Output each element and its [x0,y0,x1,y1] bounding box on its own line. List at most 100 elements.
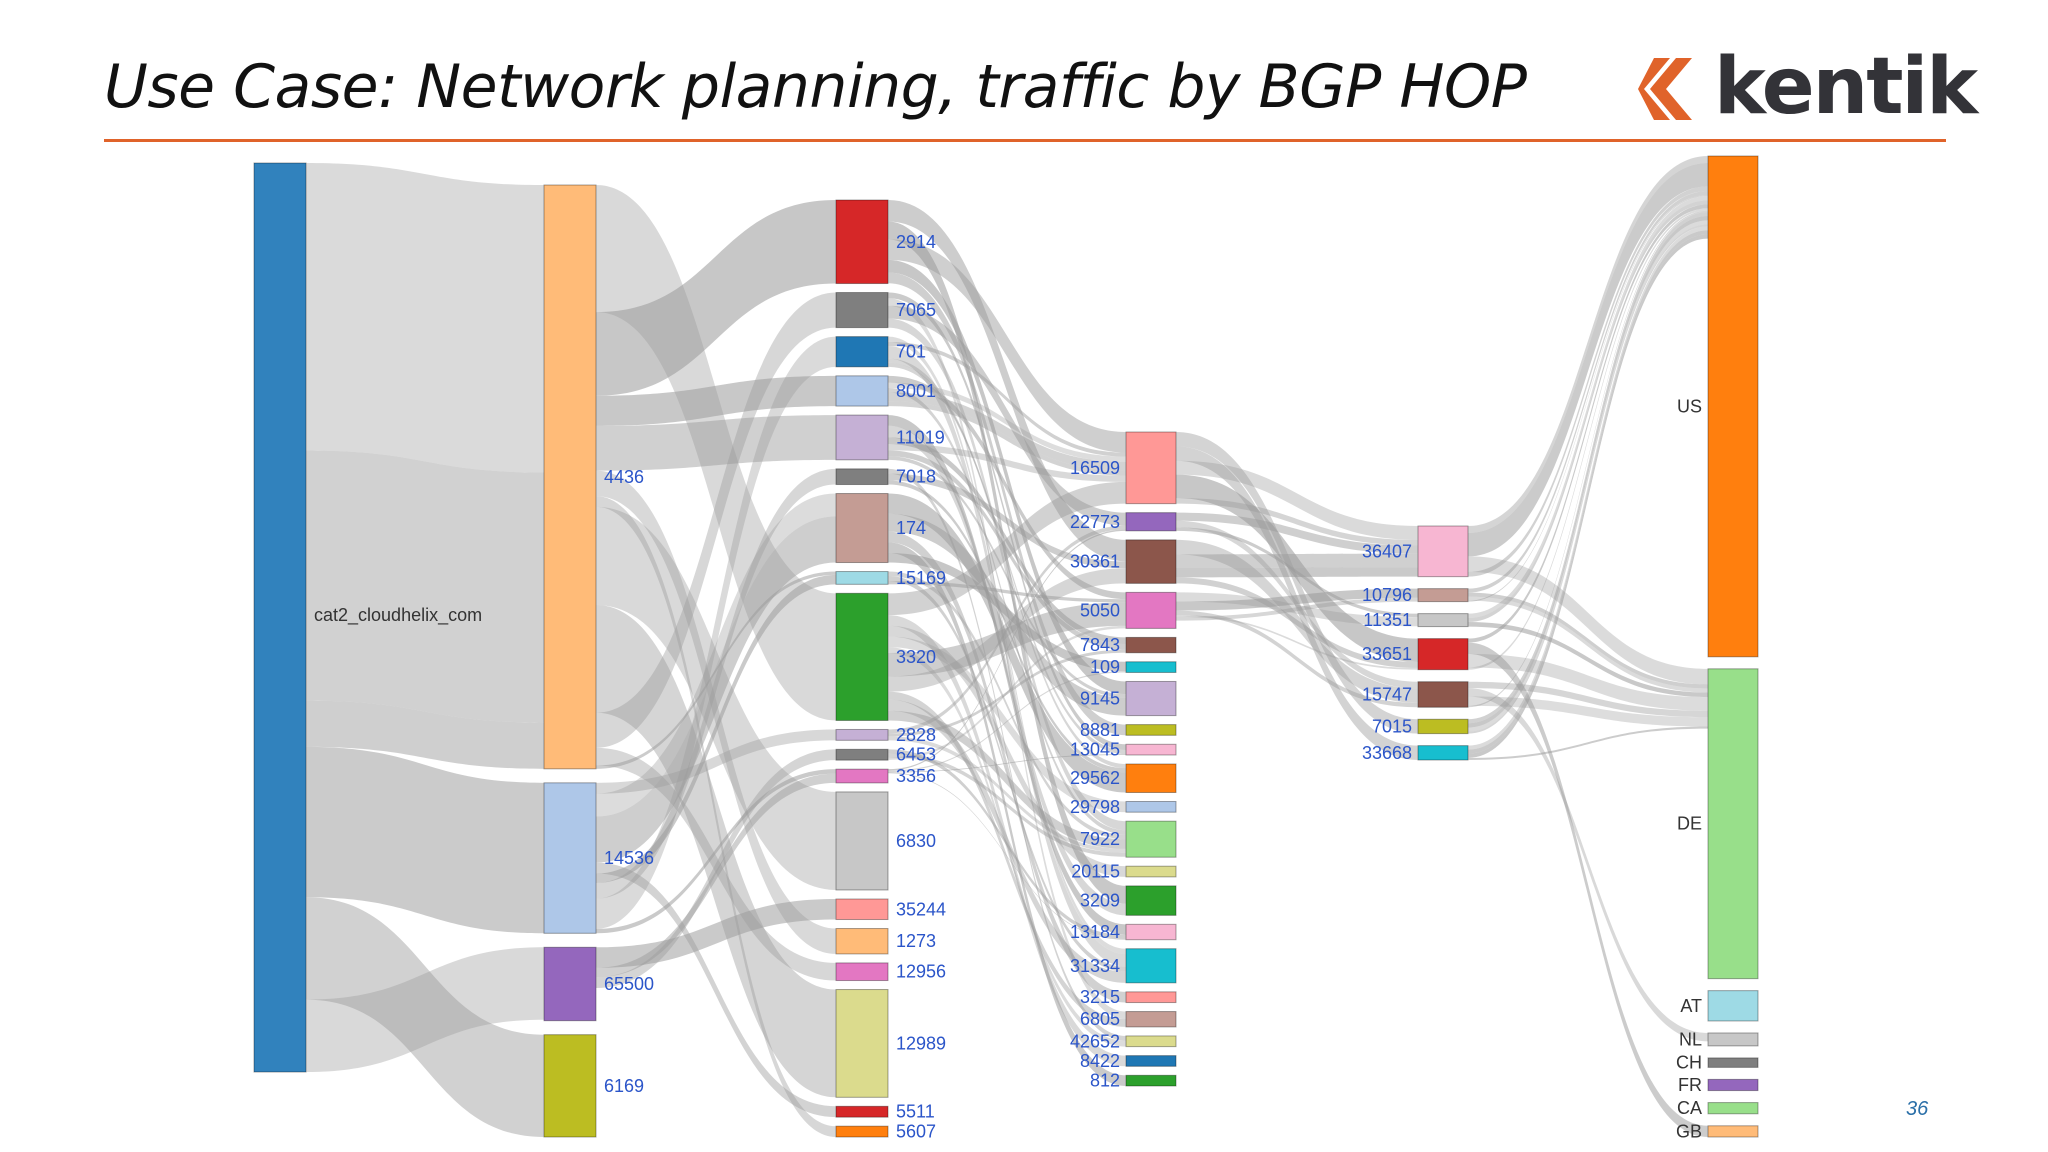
link-4-3-0 [1468,204,1708,643]
link-3-2-0 [1176,553,1418,569]
link-3-2-0 [1176,567,1418,578]
link-4-0-1 [1468,556,1708,685]
node-7015[interactable] [1417,718,1469,735]
node-9145[interactable] [1125,680,1177,717]
node-10796[interactable] [1417,588,1469,603]
node-7922[interactable] [1125,820,1177,858]
node-label-FR: FR [1678,1075,1702,1095]
node-16509[interactable] [1125,431,1177,505]
node-15747[interactable] [1417,681,1469,708]
node-174[interactable] [835,493,889,564]
node-20115[interactable] [1125,865,1177,878]
node-DE[interactable] [1707,668,1759,980]
node-14536[interactable] [543,782,597,934]
node-701[interactable] [835,336,889,368]
link-1-0-1 [596,292,836,748]
node-CH[interactable] [1707,1057,1759,1068]
link-2-0-2 [888,200,1126,562]
node-6453[interactable] [835,748,889,761]
link-1-1-9 [596,729,836,794]
node-30361[interactable] [1125,539,1177,584]
node-4436[interactable] [543,184,597,770]
link-2-8-17 [888,691,1126,1027]
node-11019[interactable] [835,414,889,461]
node-7065[interactable] [835,292,889,329]
node-label-35244: 35244 [896,899,946,919]
node-35244[interactable] [835,898,889,921]
node-22773[interactable] [1125,512,1177,532]
link-4-5-0 [1468,224,1708,734]
node-6830[interactable] [835,791,889,891]
node-6805[interactable] [1125,1011,1177,1028]
node-CA[interactable] [1707,1102,1759,1115]
link-2-8-19 [888,615,1126,1067]
node-label-15747: 15747 [1362,684,1412,704]
link-1-0-4 [596,415,836,471]
link-2-5-2 [888,473,1126,569]
node-812[interactable] [1125,1074,1177,1087]
link-3-2-3 [1176,577,1418,668]
node-29798[interactable] [1125,800,1177,813]
node-5607[interactable] [835,1125,889,1138]
link-0-0-2 [306,947,544,1072]
node-3356[interactable] [835,768,889,784]
node-1273[interactable] [835,928,889,955]
node-5511[interactable] [835,1105,889,1118]
link-2-1-1 [888,305,1126,526]
node-label-33668: 33668 [1362,743,1412,763]
node-NL[interactable] [1707,1032,1759,1047]
node-12989[interactable] [835,989,889,1098]
node-5050[interactable] [1125,591,1177,629]
node-label-7018: 7018 [896,467,936,487]
node-AT[interactable] [1707,990,1759,1022]
node-7018[interactable] [835,468,889,486]
node-6169[interactable] [543,1034,597,1138]
node-label-4436: 4436 [604,467,644,487]
node-33668[interactable] [1417,745,1469,761]
node-8001[interactable] [835,375,889,407]
node-15169[interactable] [835,571,889,585]
link-2-2-9 [888,358,1126,769]
link-3-1-0 [1176,512,1418,554]
link-4-3-7 [1468,642,1708,1137]
node-65500[interactable] [543,946,597,1022]
link-1-0-7 [596,571,836,769]
node-2914[interactable] [835,199,889,285]
node-36407[interactable] [1417,525,1469,578]
link-4-2-0 [1468,195,1708,618]
node-8422[interactable] [1125,1055,1177,1067]
node-2828[interactable] [835,728,889,741]
node-11351[interactable] [1417,613,1469,628]
node-label-5607: 5607 [896,1122,936,1142]
node-label-22773: 22773 [1070,512,1120,532]
node-cat2_cloudhelix_com[interactable] [253,162,307,1073]
node-13184[interactable] [1125,923,1177,941]
node-3215[interactable] [1125,991,1177,1004]
node-3320[interactable] [835,592,889,721]
node-12956[interactable] [835,962,889,982]
node-label-7015: 7015 [1372,716,1412,736]
node-3209[interactable] [1125,885,1177,916]
node-33651[interactable] [1417,638,1469,671]
node-13045[interactable] [1125,743,1177,756]
node-label-16509: 16509 [1070,458,1120,478]
node-label-11019: 11019 [896,427,945,447]
link-2-4-13 [888,425,1126,916]
node-8881[interactable] [1125,724,1177,736]
node-29562[interactable] [1125,763,1177,793]
node-label-5511: 5511 [896,1102,935,1122]
node-7843[interactable] [1125,636,1177,654]
node-31334[interactable] [1125,948,1177,984]
node-label-42652: 42652 [1070,1031,1120,1051]
link-2-4-4 [888,450,1126,650]
node-label-20115: 20115 [1071,862,1120,882]
node-label-cat2_cloudhelix_com: cat2_cloudhelix_com [314,605,482,626]
node-label-DE: DE [1677,814,1702,834]
link-2-8-0 [888,481,1126,616]
node-FR[interactable] [1707,1078,1759,1092]
node-42652[interactable] [1125,1035,1177,1048]
node-US[interactable] [1707,155,1759,658]
node-109[interactable] [1125,661,1177,673]
node-GB[interactable] [1707,1125,1759,1138]
link-3-2-4 [1176,539,1418,703]
